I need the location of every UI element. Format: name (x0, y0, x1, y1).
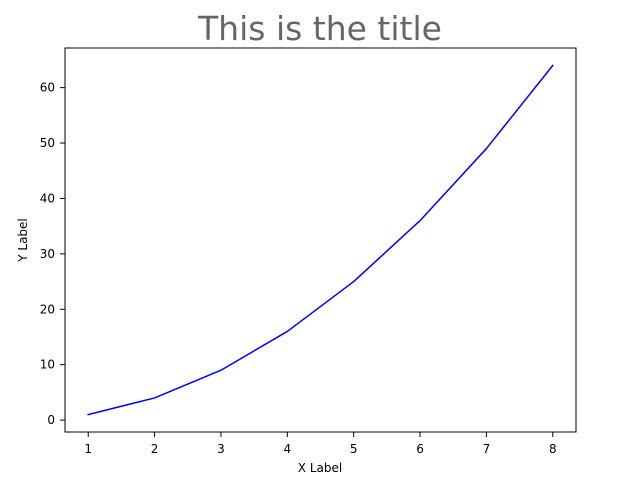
x-tick-label: 4 (283, 442, 291, 456)
plot-axes: 1 2 3 4 5 6 7 8 0 10 20 30 40 50 60 (40, 47, 577, 456)
series-line (87, 64, 554, 416)
x-tick-label: 3 (217, 442, 225, 456)
x-tick-label: 7 (483, 442, 491, 456)
y-tick-label: 50 (40, 136, 55, 150)
chart-title: This is the title (197, 9, 442, 48)
y-tick-label: 0 (47, 413, 55, 427)
x-tick-label: 8 (549, 442, 557, 456)
y-tick-label: 20 (40, 302, 55, 316)
y-tick-label: 60 (40, 81, 55, 95)
y-tick-label: 10 (40, 358, 55, 372)
y-axis-label: Y Label (16, 218, 30, 263)
x-tick-label: 1 (84, 442, 92, 456)
y-tick-label: 40 (40, 191, 55, 205)
x-axis-label: X Label (298, 461, 342, 475)
series-group (87, 64, 554, 416)
y-tick-label: 30 (40, 247, 55, 261)
x-tick-label: 6 (416, 442, 424, 456)
x-tick-label: 5 (350, 442, 358, 456)
x-tick-label: 2 (151, 442, 159, 456)
plot-frame (64, 47, 577, 433)
